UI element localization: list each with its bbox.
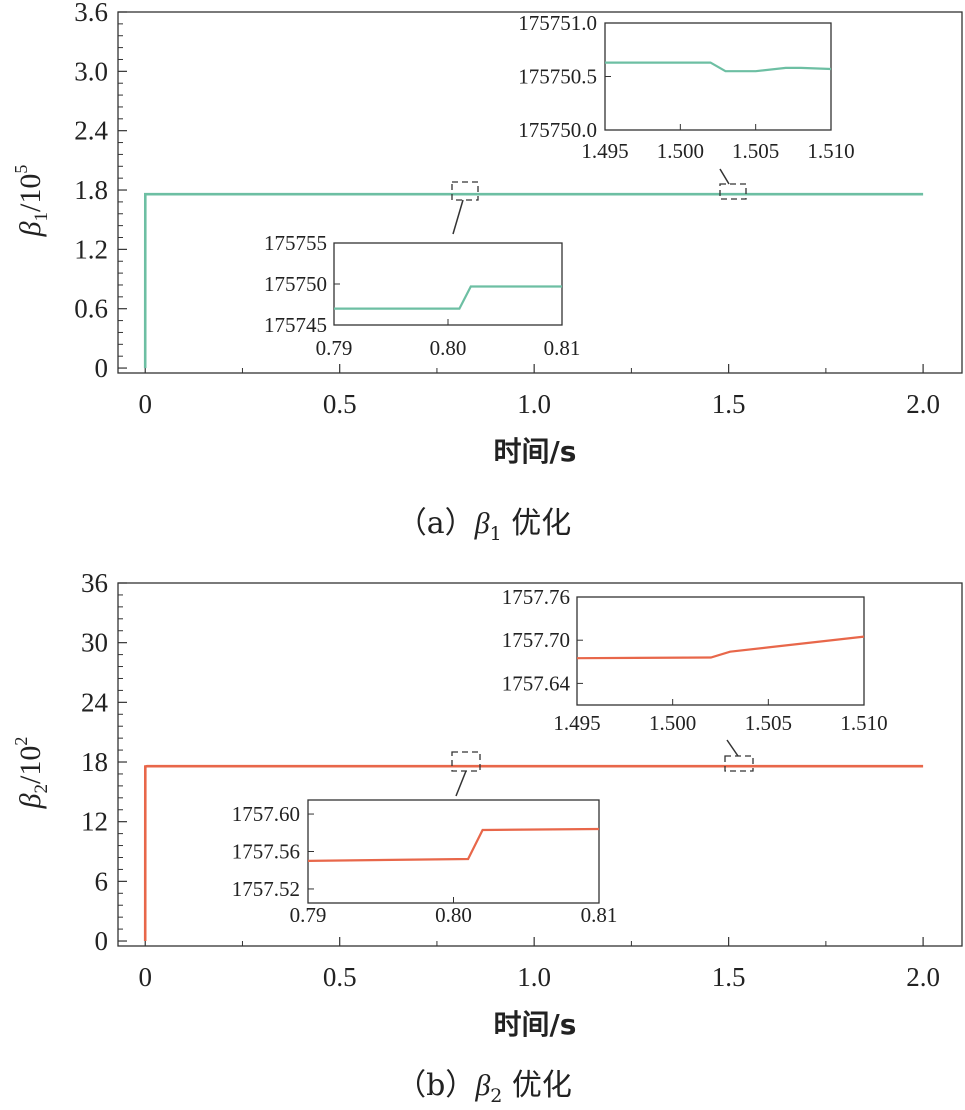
caption-label: （b） xyxy=(396,1068,475,1103)
inset-x-tick-label: 1.500 xyxy=(657,139,704,163)
caption-label: （a） xyxy=(397,506,475,541)
inset-series-line xyxy=(576,635,865,660)
y-axis-exponent: 5 xyxy=(11,165,31,174)
inset-y-tick-label: 1757.60 xyxy=(232,802,300,826)
inset-x-tick-label: 1.505 xyxy=(732,139,779,163)
y-tick-label: 3.6 xyxy=(74,0,108,27)
x-tick-label: 0.5 xyxy=(323,962,357,992)
y-tick-label: 6 xyxy=(95,866,109,896)
inset-y-tick-label: 175750 xyxy=(264,272,327,296)
inset-frame xyxy=(307,799,600,904)
inset-x-tick-label: 1.510 xyxy=(840,711,887,735)
inset-x-tick-label: 1.500 xyxy=(649,711,696,735)
inset-b-2: 1757.64 1757.70 1757.76 1.495 1.500 1.505 1.51… xyxy=(502,585,888,772)
caption-text: 优化 xyxy=(502,506,572,541)
figure-caption: （a）β1 优化 xyxy=(397,506,571,545)
caption-symbol: β xyxy=(474,1069,490,1102)
zoom-leader-line xyxy=(719,168,730,185)
y-tick-label: 0 xyxy=(95,926,109,956)
y-tick-label: 1.8 xyxy=(74,175,108,205)
inset-y-tick-label: 1757.70 xyxy=(502,628,570,652)
y-axis-exponent: 2 xyxy=(11,737,31,746)
inset-series-line xyxy=(605,61,832,73)
inset-x-tick-label: 1.495 xyxy=(553,711,600,735)
inset-y-tick-label: 1757.52 xyxy=(232,877,300,901)
inset-series-line xyxy=(307,827,600,862)
inset-x-tick-label: 0.79 xyxy=(316,336,353,360)
figure-caption: （b）β2 优化 xyxy=(396,1068,572,1107)
inset-y-tick-label: 1757.64 xyxy=(502,671,571,695)
y-tick-label: 1.2 xyxy=(74,234,108,264)
inset-frame xyxy=(604,22,832,131)
y-tick-label: 0 xyxy=(95,353,109,383)
x-tick-label: 2.0 xyxy=(906,962,940,992)
inset-x-tick-label: 1.505 xyxy=(745,711,792,735)
x-tick-label: 1.5 xyxy=(712,962,746,992)
zoom-source-box xyxy=(724,755,754,772)
chart-a: 00.61.21.82.43.03.60 0.5 1.0 1.5 2.0时间/sβ1/1… xyxy=(11,0,963,545)
inset-x-tick-label: 1.495 xyxy=(581,139,628,163)
inset-x-tick-label: 0.80 xyxy=(435,903,472,927)
y-axis-unit: /10 xyxy=(14,174,47,212)
inset-x-tick-label: 0.81 xyxy=(544,336,581,360)
inset-b-1: 1757.52 1757.56 1757.60 0.79 0.80 0.81 xyxy=(232,751,618,927)
x-tick-label: 1.0 xyxy=(517,389,551,419)
y-tick-label: 12 xyxy=(81,807,108,837)
series-line xyxy=(143,192,924,369)
inset-y-tick-label: 175755 xyxy=(264,231,327,255)
inset-x-tick-label: 0.81 xyxy=(581,903,618,927)
y-axis-title: β2/102 xyxy=(11,737,52,810)
y-tick-label: 36 xyxy=(81,568,108,598)
x-axis-title: 时间/s xyxy=(494,435,577,468)
y-axis-symbol: β xyxy=(14,793,47,809)
inset-x-tick-label: 1.510 xyxy=(807,139,854,163)
y-axis-subscript: 1 xyxy=(31,212,52,222)
caption-subscript: 1 xyxy=(490,523,502,545)
inset-frame xyxy=(576,596,865,706)
inset-y-tick-label: 175750.0 xyxy=(518,118,597,142)
y-tick-label: 18 xyxy=(81,747,108,777)
inset-a-2: 175750.0 175750.5 175751.0 1.495 1.500 1.505 1… xyxy=(518,11,855,200)
zoom-source-box xyxy=(719,183,747,200)
inset-y-tick-label: 175745 xyxy=(264,313,327,337)
zoom-leader-line xyxy=(452,199,464,235)
y-tick-label: 24 xyxy=(81,687,109,717)
y-axis-unit: /10 xyxy=(14,746,47,784)
y-tick-label: 2.4 xyxy=(74,116,108,146)
x-tick-label: 0.5 xyxy=(323,389,357,419)
y-axis-subscript: 2 xyxy=(31,784,52,794)
inset-y-tick-label: 1757.76 xyxy=(502,585,570,609)
caption-subscript: 2 xyxy=(490,1085,502,1107)
inset-y-tick-label: 1757.56 xyxy=(232,840,300,864)
caption-text: 优化 xyxy=(502,1068,572,1103)
inset-x-tick-label: 0.80 xyxy=(430,336,467,360)
x-tick-label: 1.5 xyxy=(712,389,746,419)
x-tick-label: 1.0 xyxy=(517,962,551,992)
inset-x-tick-label: 0.79 xyxy=(290,903,327,927)
inset-y-tick-label: 175750.5 xyxy=(518,65,597,89)
y-tick-label: 0.6 xyxy=(74,294,108,324)
y-axis-title: β1/105 xyxy=(11,165,52,238)
y-tick-label: 30 xyxy=(81,628,108,658)
zoom-leader-line xyxy=(726,739,739,757)
x-axis-title: 时间/s xyxy=(494,1008,577,1041)
y-axis-symbol: β xyxy=(14,221,47,237)
caption-symbol: β xyxy=(474,507,490,540)
plot-frame xyxy=(117,11,963,374)
x-tick-label: 0 xyxy=(138,962,152,992)
zoom-leader-line xyxy=(455,770,467,797)
inset-a-1: 175745 175750 175755 0.79 0.80 0.81 xyxy=(264,181,581,360)
zoom-source-box xyxy=(451,751,481,772)
zoom-source-box xyxy=(451,181,479,201)
y-tick-label: 3.0 xyxy=(74,56,108,86)
inset-frame xyxy=(333,242,563,326)
inset-y-tick-label: 175751.0 xyxy=(518,11,597,35)
plot-frame xyxy=(117,582,963,947)
inset-series-line xyxy=(334,285,562,310)
series-line xyxy=(143,764,924,942)
x-tick-label: 0 xyxy=(138,389,152,419)
x-tick-label: 2.0 xyxy=(906,389,940,419)
